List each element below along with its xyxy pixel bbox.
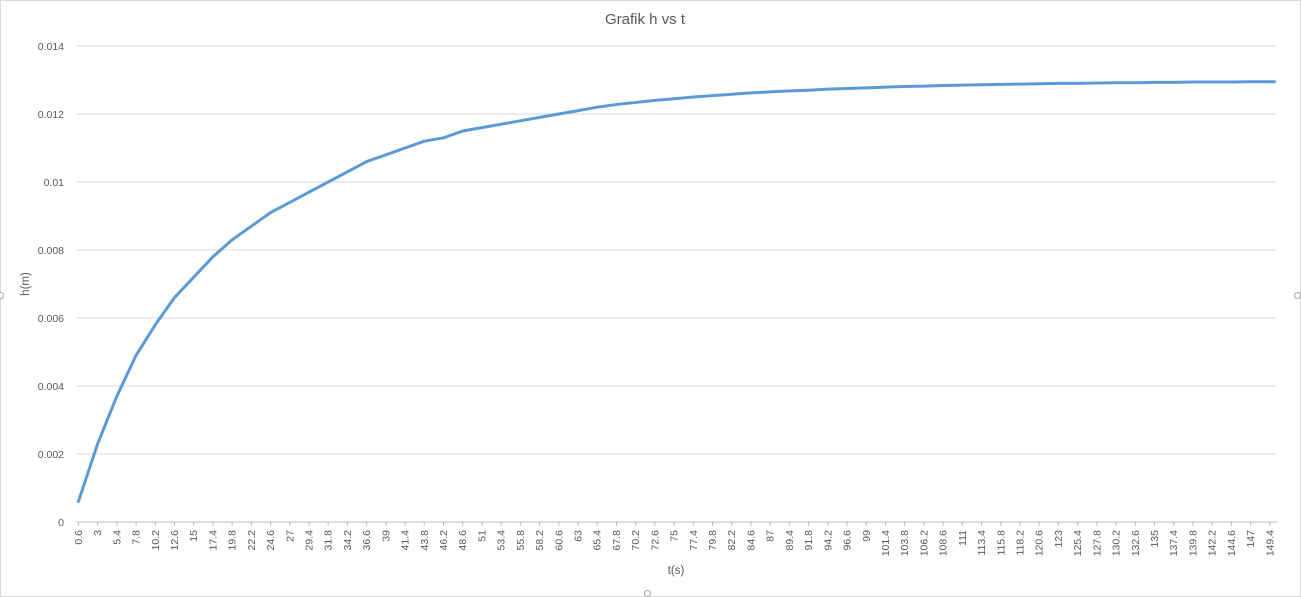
x-tick-label: 19.8 xyxy=(227,530,239,551)
x-tick-label: 75 xyxy=(669,530,681,542)
x-tick-label: 5.4 xyxy=(111,530,123,545)
x-tick-label: 115.8 xyxy=(995,530,1007,556)
x-axis-title: t(s) xyxy=(668,565,685,577)
x-tick-label: 65.4 xyxy=(592,530,604,551)
x-tick-label: 77.4 xyxy=(688,530,700,551)
x-tick-label: 139.8 xyxy=(1187,530,1199,556)
x-tick-label: 142.2 xyxy=(1207,530,1219,556)
x-tick-label: 113.4 xyxy=(976,530,988,556)
x-tick-label: 53.4 xyxy=(496,530,508,551)
x-tick-label: 48.6 xyxy=(457,530,469,551)
x-tick-label: 84.6 xyxy=(745,530,757,551)
y-axis-ticks: 0 0.002 0.004 0.006 0.008 0.01 0.012 0.014 xyxy=(38,41,64,529)
x-tick-label: 24.6 xyxy=(265,530,277,551)
x-tick-label: 101.4 xyxy=(880,530,892,556)
chart-title: Grafik h vs t xyxy=(605,11,686,28)
y-tick-label: 0.014 xyxy=(38,41,64,53)
series-line-0[interactable] xyxy=(76,80,1277,504)
x-tick-label: 15 xyxy=(188,530,200,542)
x-tick-label: 149.4 xyxy=(1264,530,1276,556)
x-tick-label: 147 xyxy=(1245,530,1257,548)
x-tick-label: 120.6 xyxy=(1034,530,1046,556)
x-tick-label: 132.6 xyxy=(1130,530,1142,556)
y-tick-label: 0.006 xyxy=(38,313,64,325)
x-tick-label: 58.2 xyxy=(534,530,546,551)
x-tick-label: 99 xyxy=(861,530,873,542)
x-tick-label: 137.4 xyxy=(1168,530,1180,556)
x-tick-label: 82.2 xyxy=(726,530,738,551)
x-tick-label: 70.2 xyxy=(630,530,642,551)
x-tick-label: 12.6 xyxy=(169,530,181,551)
x-tick-label: 118.2 xyxy=(1014,530,1026,556)
x-tick-label: 94.2 xyxy=(822,530,834,551)
x-tick-label: 46.2 xyxy=(438,530,450,551)
x-tick-label: 103.8 xyxy=(899,530,911,556)
x-tick-label: 123 xyxy=(1053,530,1065,548)
resize-handle-left[interactable] xyxy=(0,292,4,299)
x-tick-label: 7.8 xyxy=(131,530,143,545)
x-tick-label: 63 xyxy=(573,530,585,542)
y-tick-label: 0.01 xyxy=(44,177,65,189)
x-tick-label: 27 xyxy=(284,530,296,542)
x-tick-label: 127.8 xyxy=(1091,530,1103,556)
x-tick-label: 108.6 xyxy=(938,530,950,556)
x-tick-label: 106.2 xyxy=(918,530,930,556)
x-tick-label: 87 xyxy=(765,530,777,542)
x-tick-label: 3 xyxy=(92,530,104,536)
y-tick-label: 0.004 xyxy=(38,381,64,393)
y-axis-title: h(m) xyxy=(20,272,32,296)
x-tick-label: 144.6 xyxy=(1226,530,1238,556)
y-tick-label: 0.008 xyxy=(38,245,64,257)
x-axis-ticks: 0.6 3 5.4 7.8 10.2 12.6 15 17.4 19.8 22.2 24.6 27 29… xyxy=(73,522,1276,556)
x-tick-label: 79.8 xyxy=(707,530,719,551)
x-tick-label: 111 xyxy=(957,530,969,546)
x-tick-label: 55.8 xyxy=(515,530,527,551)
x-tick-label: 36.6 xyxy=(361,530,373,551)
x-tick-label: 10.2 xyxy=(150,530,162,551)
x-tick-label: 43.8 xyxy=(419,530,431,551)
x-tick-label: 34.2 xyxy=(342,530,354,551)
y-tick-label: 0.012 xyxy=(38,109,64,121)
x-tick-label: 51 xyxy=(476,530,488,542)
y-tick-label: 0 xyxy=(58,517,64,529)
x-tick-label: 96.6 xyxy=(842,530,854,551)
y-tick-label: 0.002 xyxy=(38,449,64,461)
x-tick-label: 0.6 xyxy=(73,530,85,545)
x-tick-label: 125.4 xyxy=(1072,530,1084,556)
x-tick-label: 29.4 xyxy=(303,530,315,551)
x-tick-label: 22.2 xyxy=(246,530,258,551)
x-tick-label: 72.6 xyxy=(649,530,661,551)
x-tick-label: 135 xyxy=(1149,530,1161,548)
x-tick-label: 91.8 xyxy=(803,530,815,551)
x-tick-label: 17.4 xyxy=(207,530,219,551)
gridlines xyxy=(76,45,1277,523)
x-tick-label: 60.6 xyxy=(553,530,565,551)
x-tick-label: 67.8 xyxy=(611,530,623,551)
series-layer xyxy=(76,80,1277,504)
x-tick-label: 31.8 xyxy=(323,530,335,551)
x-tick-label: 41.4 xyxy=(400,530,412,551)
x-tick-label: 39 xyxy=(380,530,392,542)
x-tick-label: 130.2 xyxy=(1111,530,1123,556)
x-tick-label: 89.4 xyxy=(784,530,796,551)
